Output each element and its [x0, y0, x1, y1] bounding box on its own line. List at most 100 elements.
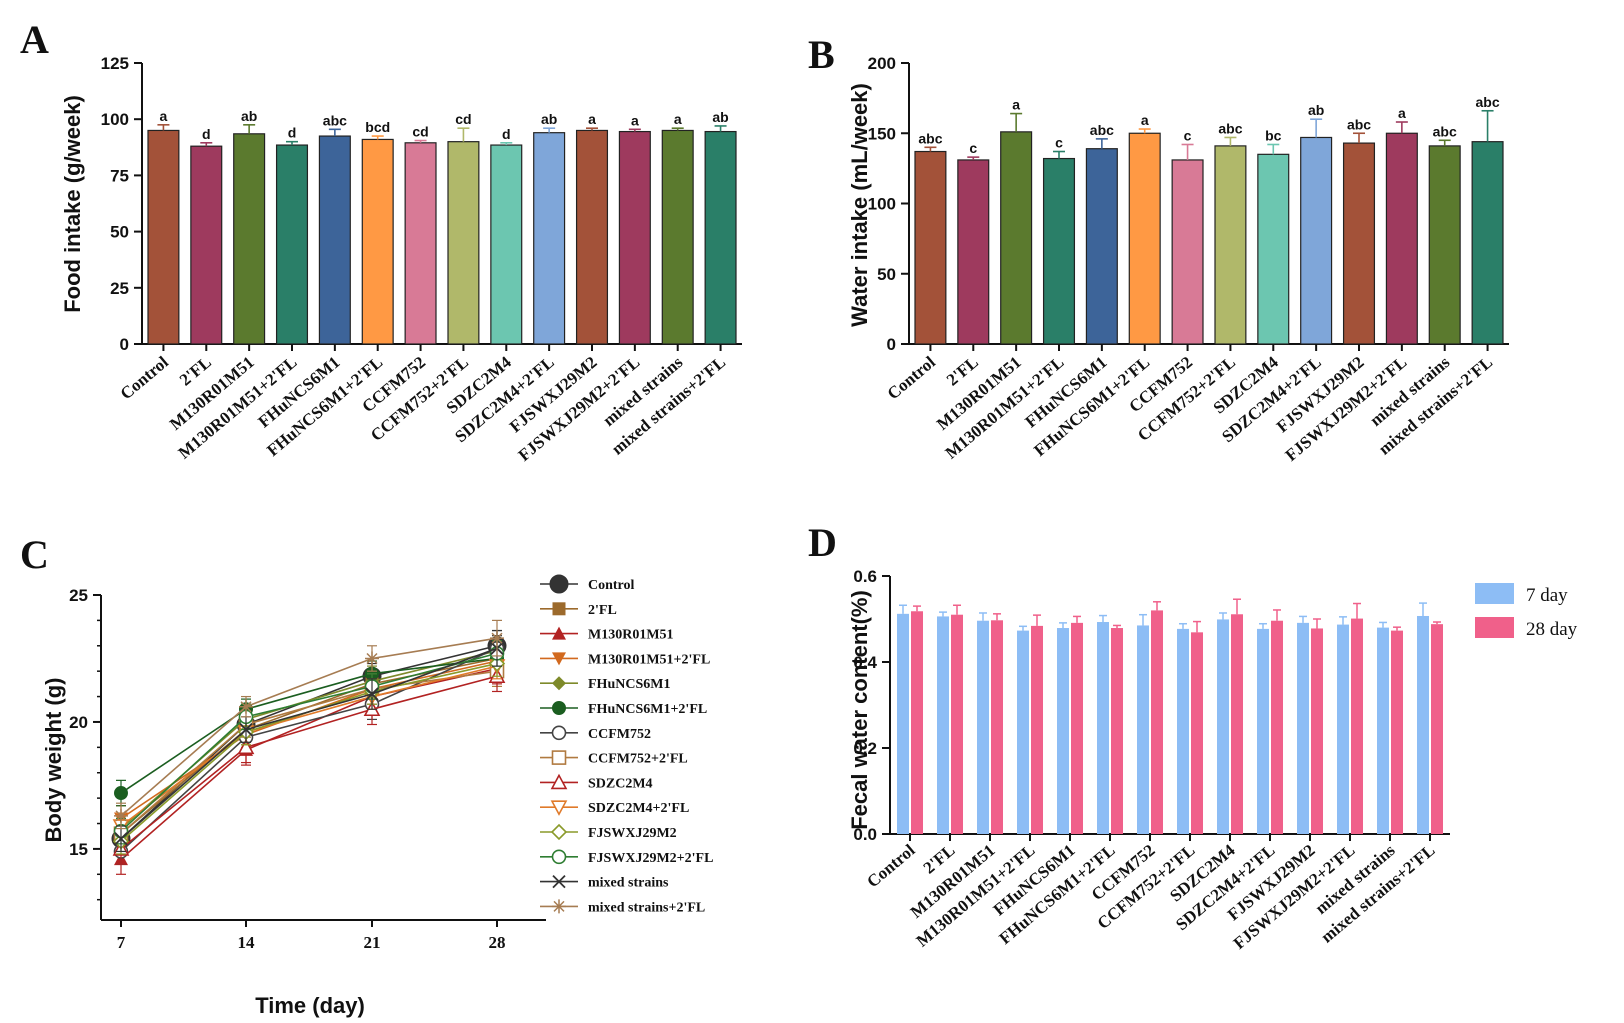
panel-b-x-label-control: Control: [884, 352, 940, 403]
panel-c-legend-label-ccfm752-2-fl: CCFM752+2'FL: [588, 752, 688, 767]
panel-c-y-axis-title: Body weight (g): [41, 678, 66, 843]
panel-a-y-tick-label: 75: [110, 166, 129, 185]
panel-b-bar-2-fl: [957, 159, 990, 345]
panel-c-line-mixed-strains-2-fl: [120, 637, 498, 817]
panel-c-point-mixed-strains-2-fl: [365, 651, 379, 666]
panel-a-bar-fjswxj29m2: [575, 129, 609, 345]
panel-c-point-mixed-strains-2-fl: [239, 699, 253, 714]
panel-a-sig-letter-m130r01m51-2-fl: d: [288, 125, 297, 141]
panel-a-sig-letter-2-fl: d: [202, 126, 211, 142]
panel-b-y-tick-label: 50: [877, 265, 896, 284]
panel-c-legend-label-sdzc2m4-2-fl: SDZC2M4+2'FL: [588, 801, 689, 816]
panel-b-bar-sdzc2m4-2-fl: [1300, 136, 1333, 345]
panel-c-line-m130r01m51: [120, 667, 498, 860]
panel-c-legend-marker-fhuncs6m1-2-fl: [552, 701, 566, 715]
panel-c-line-fjswxj29m2: [120, 662, 498, 842]
panel-label-d: D: [808, 520, 837, 565]
panel-a-food-intake-chart: 0255075100125aControld2'FLabM130R01M51dM…: [101, 54, 742, 465]
panel-c-line-fjswxj29m2-2-fl: [120, 652, 498, 832]
panel-c-point-sdzc2m4: [237, 738, 255, 755]
panel-label-a: A: [20, 17, 49, 62]
panel-a-y-tick-label: 25: [110, 279, 129, 298]
panel-d-bar-control-7-day: [897, 613, 909, 834]
panel-d-y-tick-label: 0.6: [853, 567, 877, 586]
panel-d-bar-sdzc2m4-2-fl-7-day: [1257, 628, 1269, 834]
panel-c-body-weight-chart: 15 20 25 7 14 21 28 Control 2'FL M130R01M51 M130R0…: [69, 574, 713, 952]
panel-label-c: C: [20, 532, 49, 577]
panel-a-y-tick-label: 0: [120, 335, 129, 354]
panel-a-bar-fjswxj29m2-2-fl: [618, 130, 651, 345]
panel-a-bar-ccfm752-2-fl: [447, 141, 480, 345]
panel-b-sig-letter-control: abc: [918, 130, 942, 146]
panel-b-sig-letter-ccfm752: c: [1184, 127, 1192, 143]
panel-b-sig-letter-fhuncs6m1-2-fl: a: [1141, 112, 1149, 128]
panel-c-x-tick-label: 21: [364, 933, 381, 952]
panel-b-y-tick-label: 150: [868, 124, 896, 143]
panel-c-legend-label-m130r01m51-2-fl: M130R01M51+2'FL: [588, 652, 710, 667]
panel-b-bar-control: [914, 150, 947, 345]
panel-d-bar-fjswxj29m2-7-day: [1297, 622, 1309, 834]
panel-a-bar-m130r01m51: [233, 133, 266, 345]
panel-c-legend-label-control: Control: [588, 578, 635, 593]
panel-c-legend-label-fhuncs6m1: FHuNCS6M1: [588, 677, 670, 692]
panel-a-bar-m130r01m51-2-fl: [275, 144, 309, 345]
panel-c-point-mixed-strains: [365, 687, 379, 701]
panel-c-legend-label-fjswxj29m2: FJSWXJ29M2: [588, 826, 677, 841]
panel-d-bar-fjswxj29m2-2-fl-7-day: [1337, 624, 1349, 834]
panel-d-bar-ccfm752-2-fl-7-day: [1177, 628, 1189, 834]
panel-d-bar-sdzc2m4-2-fl-28-day: [1271, 620, 1283, 834]
panel-c-line-mixed-strains: [120, 647, 498, 840]
panel-b-bar-m130r01m51-2-fl: [1042, 157, 1076, 345]
panel-a-bar-fhuncs6m1: [318, 135, 351, 345]
panel-c-y-tick-label: 15: [69, 840, 88, 859]
panel-d-bar-2-fl-7-day: [937, 616, 949, 834]
panel-c-line-sdzc2m4-2-fl: [120, 665, 498, 827]
panel-a-y-tick-label: 100: [101, 110, 129, 129]
panel-b-sig-letter-ccfm752-2-fl: abc: [1218, 120, 1242, 136]
panel-c-legend-marker-fjswxj29m2: [550, 823, 568, 841]
panel-c-legend-label-2-fl: 2'FL: [588, 603, 617, 618]
panel-d-bar-fhuncs6m1-7-day: [1057, 628, 1069, 834]
panel-a-sig-letter-mixed-strains-2-fl: ab: [712, 109, 728, 125]
panel-a-sig-letter-mixed-strains: a: [674, 111, 682, 127]
panel-a-bar-sdzc2m4: [490, 144, 523, 345]
panel-b-sig-letter-mixed-strains-2-fl: abc: [1476, 94, 1500, 110]
panel-c-x-tick-label: 28: [489, 933, 506, 952]
panel-c-point-mixed-strains: [239, 722, 253, 737]
panel-b-bar-fjswxj29m2: [1342, 142, 1376, 345]
panel-d-bar-mixed-strains-2-fl-28-day: [1431, 624, 1443, 834]
panel-d-bar-m130r01m51-7-day: [977, 620, 989, 834]
panel-a-sig-letter-fhuncs6m1-2-fl: bcd: [365, 119, 390, 135]
panel-a-bar-fhuncs6m1-2-fl: [361, 138, 394, 345]
panel-b-sig-letter-m130r01m51-2-fl: c: [1055, 135, 1063, 151]
panel-a-sig-letter-ccfm752-2-fl: cd: [455, 111, 471, 127]
panel-b-sig-letter-2-fl: c: [969, 140, 977, 156]
panel-a-bar-2-fl: [190, 145, 223, 345]
panel-d-bar-ccfm752-7-day: [1137, 625, 1149, 834]
panel-c-legend-marker-2-fl: [552, 602, 566, 616]
panel-c-legend-marker-sdzc2m4-2-fl: [550, 800, 568, 816]
panel-d-bar-m130r01m51-2-fl-28-day: [1031, 625, 1043, 834]
panel-a-sig-letter-sdzc2m4-2-fl: ab: [541, 111, 557, 127]
panel-c-point-fhuncs6m1-2-fl: [114, 786, 128, 801]
panel-b-sig-letter-fjswxj29m2: abc: [1347, 116, 1371, 132]
panel-d-y-axis-title: Fecal water content(%): [847, 590, 872, 830]
panel-c-y-tick-label: 25: [69, 586, 88, 605]
panel-d-bar-fjswxj29m2-28-day: [1311, 628, 1323, 834]
panel-b-bar-m130r01m51: [1000, 131, 1033, 345]
panel-b-bar-sdzc2m4: [1257, 153, 1290, 345]
panel-c-legend-marker-mixed-strains: [552, 874, 566, 889]
panel-d-y-tick-label: 0.4: [853, 653, 877, 672]
panel-b-bar-fjswxj29m2-2-fl: [1385, 132, 1418, 345]
panel-c-legend-marker-control: [549, 574, 569, 594]
panel-c-legend-label-fjswxj29m2-2-fl: FJSWXJ29M2+2'FL: [588, 851, 713, 866]
panel-label-b: B: [808, 32, 835, 77]
panel-c-legend-marker-ccfm752-2-fl: [551, 750, 567, 765]
panel-a-bar-mixed-strains-2-fl: [704, 130, 737, 345]
panel-c-legend-marker-mixed-strains-2-fl: [552, 899, 566, 914]
panel-a-x-label-control: Control: [117, 352, 173, 403]
panel-d-legend-label-28-day: 28 day: [1526, 619, 1578, 640]
panel-d-bar-mixed-strains-2-fl-7-day: [1417, 615, 1429, 834]
panel-d-bar-mixed-strains-7-day: [1377, 627, 1389, 834]
